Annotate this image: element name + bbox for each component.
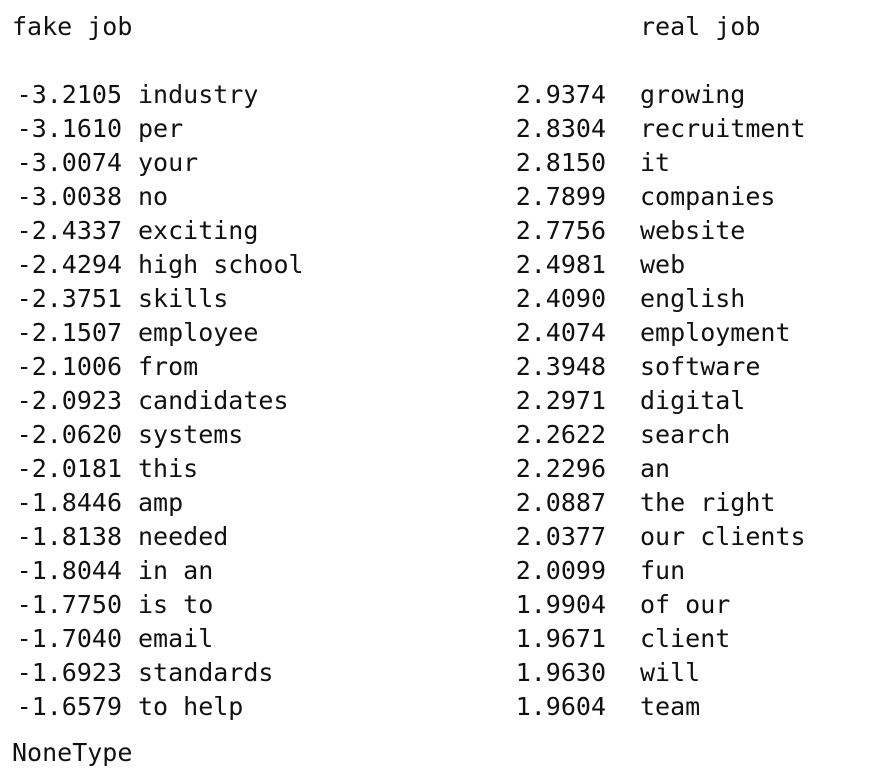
real-job-term: the right: [640, 488, 776, 517]
table-row: -2.1006 from 2.3948 software: [0, 350, 874, 384]
fake-job-coefficient: -2.1507: [16, 318, 122, 347]
real-job-term: recruitment: [640, 114, 806, 143]
fake-job-term: industry: [138, 80, 259, 109]
table-row: -2.1507 employee 2.4074 employment: [0, 316, 874, 350]
fake-job-coefficient: -1.8138: [16, 522, 122, 551]
table-row: -2.0923 candidates 2.2971 digital: [0, 384, 874, 418]
fake-job-coefficient: -2.1006: [16, 352, 122, 381]
table-row: -2.3751 skills 2.4090 english: [0, 282, 874, 316]
fake-job-coefficient: -2.4294: [16, 250, 122, 279]
real-job-term: software: [640, 352, 761, 381]
real-job-term: companies: [640, 182, 776, 211]
fake-job-coefficient: -1.7750: [16, 590, 122, 619]
output-type-label: NoneType: [12, 738, 133, 767]
real-job-coefficient: 2.7899: [515, 182, 606, 211]
table-row: -1.8138 needed 2.0377 our clients: [0, 520, 874, 554]
table-row: -3.0074 your 2.8150 it: [0, 146, 874, 180]
real-job-coefficient: 2.8150: [515, 148, 606, 177]
real-job-term: of our: [640, 590, 731, 619]
real-job-coefficient: 1.9604: [515, 692, 606, 721]
fake-job-header: fake job: [12, 12, 133, 41]
real-job-coefficient: 1.9904: [515, 590, 606, 619]
fake-job-term: this: [138, 454, 199, 483]
real-job-term: fun: [640, 556, 686, 585]
real-job-term: an: [640, 454, 671, 483]
fake-job-coefficient: -3.0074: [16, 148, 122, 177]
real-job-coefficient: 2.9374: [515, 80, 606, 109]
table-row: -2.4337 exciting 2.7756 website: [0, 214, 874, 248]
fake-job-coefficient: -1.8044: [16, 556, 122, 585]
real-job-term: will: [640, 658, 701, 687]
fake-job-term: from: [138, 352, 199, 381]
real-job-coefficient: 2.2622: [515, 420, 606, 449]
fake-job-term: high school: [138, 250, 304, 279]
real-job-header: real job: [640, 12, 761, 41]
real-job-term: digital: [640, 386, 746, 415]
fake-job-term: systems: [138, 420, 244, 449]
table-row: -3.0038 no 2.7899 companies: [0, 180, 874, 214]
fake-job-coefficient: -1.7040: [16, 624, 122, 653]
table-row: -3.2105 industry 2.9374 growing: [0, 78, 874, 112]
fake-job-coefficient: -2.4337: [16, 216, 122, 245]
real-job-coefficient: 2.7756: [515, 216, 606, 245]
fake-job-coefficient: -3.1610: [16, 114, 122, 143]
fake-job-term: no: [138, 182, 169, 211]
table-row: -1.6923 standards 1.9630 will: [0, 656, 874, 690]
real-job-coefficient: 2.0887: [515, 488, 606, 517]
real-job-coefficient: 1.9671: [515, 624, 606, 653]
real-job-coefficient: 2.4090: [515, 284, 606, 313]
fake-job-term: your: [138, 148, 199, 177]
fake-job-term: employee: [138, 318, 259, 347]
coefficient-table: -3.2105 industry 2.9374 growing -3.1610 per 2.…: [0, 78, 874, 724]
table-row: -1.6579 to help 1.9604 team: [0, 690, 874, 724]
real-job-coefficient: 2.4981: [515, 250, 606, 279]
fake-job-coefficient: -2.0620: [16, 420, 122, 449]
fake-job-coefficient: -1.8446: [16, 488, 122, 517]
real-job-coefficient: 2.2971: [515, 386, 606, 415]
table-row: -2.0181 this 2.2296 an: [0, 452, 874, 486]
fake-job-term: email: [138, 624, 214, 653]
real-job-coefficient: 2.4074: [515, 318, 606, 347]
real-job-coefficient: 2.0377: [515, 522, 606, 551]
real-job-coefficient: 1.9630: [515, 658, 606, 687]
table-row: -1.7750 is to 1.9904 of our: [0, 588, 874, 622]
real-job-term: english: [640, 284, 746, 313]
fake-job-coefficient: -2.0923: [16, 386, 122, 415]
table-row: -1.8446 amp 2.0887 the right: [0, 486, 874, 520]
real-job-coefficient: 2.8304: [515, 114, 606, 143]
fake-job-term: needed: [138, 522, 229, 551]
fake-job-term: in an: [138, 556, 214, 585]
fake-job-term: candidates: [138, 386, 289, 415]
fake-job-coefficient: -1.6579: [16, 692, 122, 721]
fake-job-term: standards: [138, 658, 274, 687]
fake-job-term: exciting: [138, 216, 259, 245]
fake-job-term: skills: [138, 284, 229, 313]
fake-job-coefficient: -3.2105: [16, 80, 122, 109]
real-job-term: web: [640, 250, 686, 279]
fake-job-term: to help: [138, 692, 244, 721]
real-job-term: team: [640, 692, 701, 721]
table-row: -1.7040 email 1.9671 client: [0, 622, 874, 656]
real-job-term: our clients: [640, 522, 806, 551]
real-job-term: growing: [640, 80, 746, 109]
real-job-term: client: [640, 624, 731, 653]
table-row: -3.1610 per 2.8304 recruitment: [0, 112, 874, 146]
real-job-coefficient: 2.0099: [515, 556, 606, 585]
fake-job-coefficient: -1.6923: [16, 658, 122, 687]
real-job-term: it: [640, 148, 671, 177]
fake-job-term: per: [138, 114, 184, 143]
fake-job-term: amp: [138, 488, 184, 517]
real-job-coefficient: 2.2296: [515, 454, 606, 483]
real-job-coefficient: 2.3948: [515, 352, 606, 381]
fake-job-coefficient: -2.3751: [16, 284, 122, 313]
real-job-term: website: [640, 216, 746, 245]
real-job-term: employment: [640, 318, 791, 347]
table-row: -2.0620 systems 2.2622 search: [0, 418, 874, 452]
fake-job-coefficient: -2.0181: [16, 454, 122, 483]
fake-job-term: is to: [138, 590, 214, 619]
fake-job-coefficient: -3.0038: [16, 182, 122, 211]
real-job-term: search: [640, 420, 731, 449]
table-row: -2.4294 high school 2.4981 web: [0, 248, 874, 282]
table-row: -1.8044 in an 2.0099 fun: [0, 554, 874, 588]
